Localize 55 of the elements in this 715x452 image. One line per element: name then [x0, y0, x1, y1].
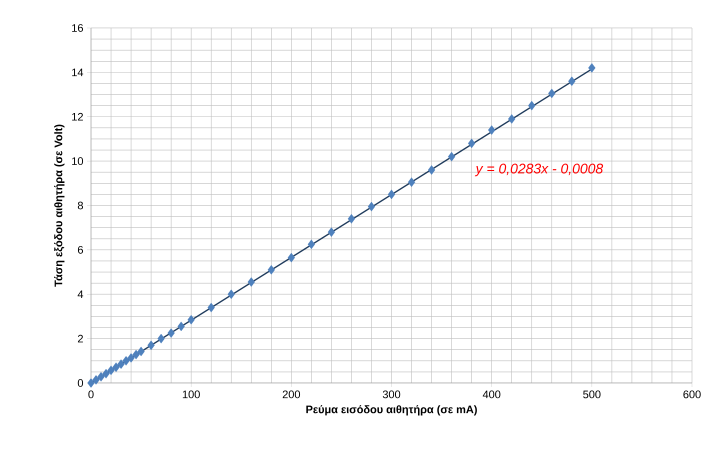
point — [168, 328, 175, 338]
point — [508, 114, 516, 124]
point — [147, 340, 155, 350]
point — [97, 372, 105, 382]
y-tick-label: 4 — [78, 290, 84, 298]
point — [488, 125, 496, 135]
point — [588, 63, 596, 73]
point — [428, 165, 436, 175]
y-tick-label: 6 — [78, 246, 84, 254]
point — [92, 375, 100, 385]
point — [107, 366, 115, 376]
point — [132, 350, 140, 360]
x-tick-label: 0 — [88, 390, 94, 398]
point — [178, 322, 185, 332]
point — [368, 202, 376, 212]
point — [328, 227, 336, 237]
x-tick-label: 200 — [282, 390, 300, 398]
y-axis-title: Τάση εξόδου αιθητήρα (σε Volt) — [54, 124, 64, 287]
x-tick-label: 100 — [182, 390, 200, 398]
point — [188, 314, 195, 325]
point — [208, 302, 215, 312]
point — [348, 214, 356, 224]
point — [112, 362, 120, 372]
point — [228, 289, 235, 300]
point — [117, 359, 125, 369]
point — [248, 277, 255, 287]
point — [528, 100, 536, 110]
x-tick-label: 400 — [482, 390, 500, 398]
y-tick-label: 14 — [72, 68, 84, 76]
x-axis-title: Ρεύμα εισόδου αιθητήρα (σε mA) — [306, 405, 477, 416]
y-tick-label: 16 — [72, 24, 83, 32]
y-tick-label: 0 — [78, 379, 84, 387]
point — [468, 138, 476, 148]
point — [308, 240, 316, 250]
x-tick-label: 500 — [583, 390, 601, 398]
point — [288, 252, 295, 262]
point — [87, 378, 95, 388]
point — [548, 88, 556, 98]
point — [157, 334, 165, 344]
point — [268, 265, 275, 275]
y-tick-label: 10 — [72, 157, 84, 165]
point — [568, 76, 576, 86]
point — [388, 190, 396, 200]
y-tick-label: 12 — [72, 112, 83, 121]
x-tick-label: 600 — [683, 390, 701, 398]
y-tick-label: 2 — [78, 334, 83, 342]
point — [102, 368, 110, 378]
point — [137, 346, 145, 356]
point — [408, 177, 416, 187]
annotation: y = 0,0283x - 0,0008 — [474, 164, 604, 176]
point — [448, 152, 456, 162]
y-tick-label: 8 — [78, 202, 84, 210]
x-tick-label: 300 — [382, 390, 400, 398]
point — [127, 353, 135, 363]
point — [122, 356, 130, 366]
